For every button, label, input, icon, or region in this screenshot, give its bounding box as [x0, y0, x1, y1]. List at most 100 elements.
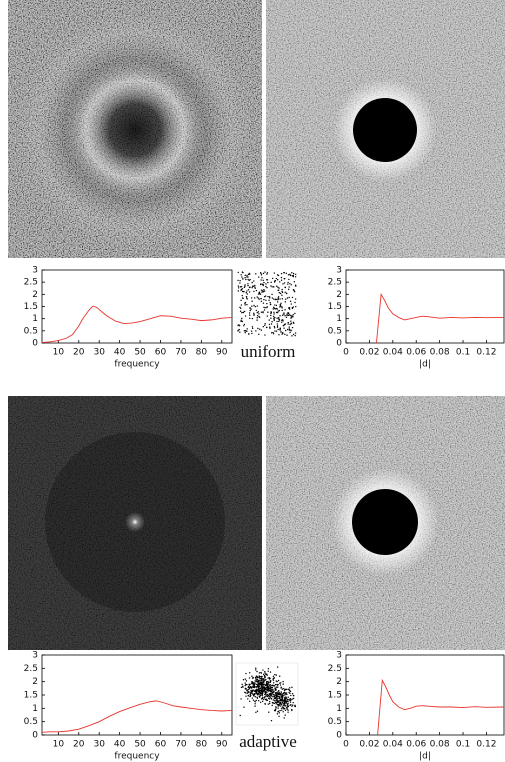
sample-point — [264, 670, 266, 673]
sample-point — [252, 699, 255, 701]
sample-point — [270, 317, 272, 319]
x-tick-label: 80 — [196, 348, 208, 358]
sample-point — [248, 690, 250, 693]
sample-point — [294, 301, 296, 304]
sample-point — [257, 327, 259, 330]
sample-point — [284, 714, 286, 716]
sample-point — [247, 289, 250, 291]
sample-point — [241, 276, 243, 278]
sample-point — [279, 709, 281, 712]
sample-point — [244, 284, 246, 286]
sample-point — [258, 677, 260, 679]
sample-point — [241, 294, 243, 297]
sample-point — [286, 314, 288, 317]
sample-point — [254, 680, 256, 682]
sample-point — [269, 671, 272, 673]
sample-point — [268, 299, 270, 302]
sample-point — [253, 684, 256, 686]
sample-point — [293, 290, 296, 293]
sample-point — [248, 279, 250, 282]
sample-point — [272, 298, 275, 300]
sample-point — [243, 290, 245, 293]
sample-point — [281, 699, 283, 701]
sample-point — [265, 299, 267, 301]
sample-point — [244, 678, 247, 680]
sample-point — [267, 680, 269, 683]
sample-point — [255, 273, 257, 275]
sample-point — [275, 694, 277, 697]
sample-point — [258, 699, 260, 702]
sample-point — [272, 690, 274, 692]
y-tick-label: 0 — [32, 339, 38, 349]
x-tick-label: 30 — [93, 740, 105, 750]
sample-point — [258, 313, 260, 315]
y-tick-label: 0.5 — [24, 326, 38, 336]
sample-point — [276, 323, 279, 325]
sample-point — [254, 676, 257, 679]
sample-point — [261, 690, 264, 692]
sample-point — [287, 321, 289, 324]
sample-point — [249, 692, 252, 694]
sample-point — [272, 688, 274, 691]
x-axis-label: frequency — [114, 360, 160, 370]
sample-point — [246, 684, 248, 686]
sample-point — [256, 317, 258, 319]
sample-point — [241, 290, 244, 293]
sample-point — [288, 328, 291, 330]
sample-point — [275, 304, 278, 307]
sample-point — [251, 300, 253, 302]
sample-point — [265, 285, 267, 288]
sample-point — [275, 697, 277, 700]
sample-point — [241, 683, 243, 686]
sample-point — [259, 692, 261, 694]
x-tick-label: 80 — [196, 740, 208, 750]
sample-point — [260, 300, 263, 302]
sample-point — [247, 694, 250, 697]
sample-point — [263, 683, 266, 686]
sample-point — [261, 692, 264, 694]
sample-point — [277, 310, 279, 312]
sample-point — [244, 277, 246, 279]
sample-point — [285, 272, 288, 275]
sample-point — [240, 304, 243, 306]
sample-point — [246, 330, 248, 332]
sample-point — [269, 297, 271, 299]
sample-point — [260, 274, 263, 276]
sample-point — [278, 292, 281, 294]
sample-point — [253, 297, 256, 299]
sample-point — [292, 313, 294, 316]
y-tick-label: 3 — [32, 651, 38, 661]
sample-point — [280, 331, 282, 333]
sample-point — [240, 274, 242, 276]
sample-point — [261, 678, 264, 680]
sample-point — [258, 298, 260, 300]
sample-point — [261, 700, 264, 703]
sample-point — [273, 272, 276, 274]
sample-point — [291, 709, 293, 712]
sample-point — [253, 290, 255, 293]
sample-point — [247, 284, 249, 287]
sample-point — [260, 672, 263, 674]
y-tick-label: 2.5 — [24, 664, 38, 674]
x-tick-label: 50 — [134, 740, 146, 750]
sample-point — [265, 279, 268, 281]
sample-point — [261, 697, 263, 700]
sample-point — [290, 330, 292, 332]
sample-point — [290, 284, 292, 286]
sample-point — [257, 692, 260, 695]
sample-point — [258, 292, 260, 294]
sample-point — [243, 310, 246, 313]
sample-point — [276, 691, 279, 693]
sample-point — [279, 682, 281, 684]
sample-point — [277, 710, 280, 712]
sample-point — [264, 271, 266, 273]
sample-point — [249, 307, 251, 309]
sample-point — [279, 675, 281, 677]
correlation-adaptive — [266, 396, 505, 650]
y-tick-label: 2 — [336, 290, 342, 300]
sample-point — [294, 312, 296, 315]
sample-point — [267, 670, 269, 672]
y-tick-label: 1 — [336, 704, 342, 714]
sample-point — [281, 290, 283, 293]
sample-point — [283, 701, 286, 703]
